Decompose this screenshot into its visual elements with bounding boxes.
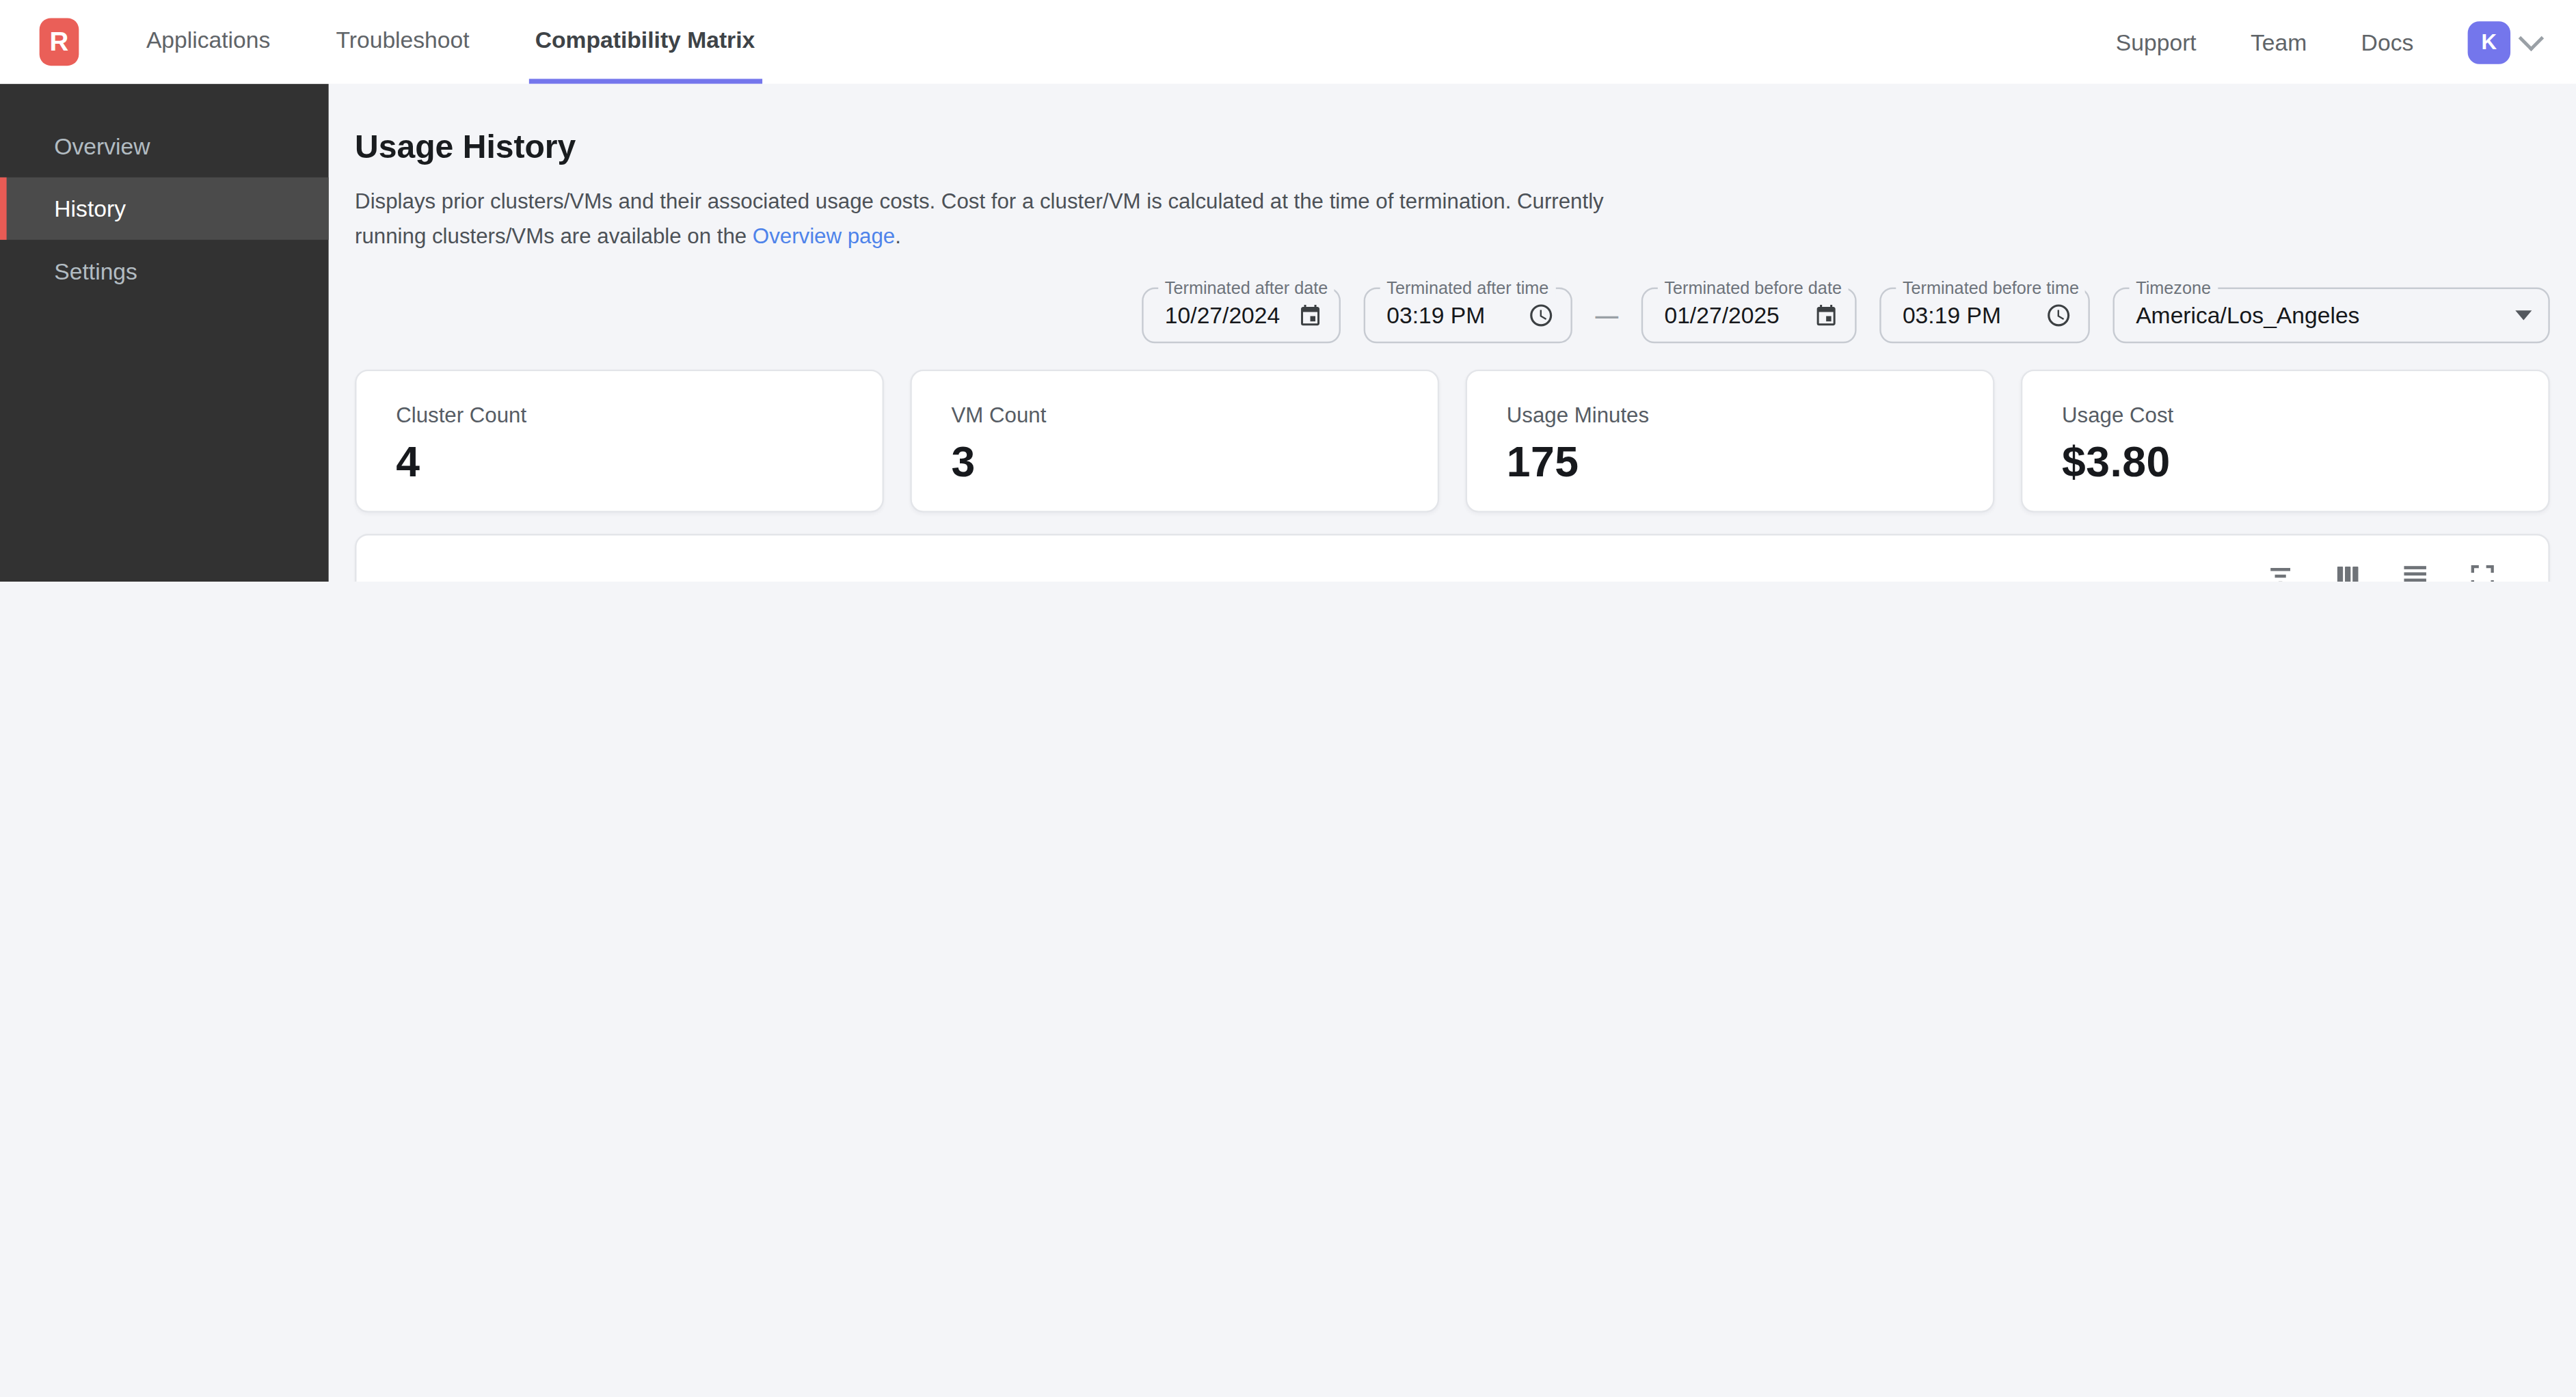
app-root: R Applications Troubleshoot Compatibilit… (0, 0, 2576, 582)
stat-card-vm-count: VM Count 3 (910, 370, 1439, 513)
field-label: Timezone (2130, 277, 2218, 297)
stat-label: Usage Cost (2062, 403, 2509, 427)
page-description: Displays prior clusters/VMs and their as… (355, 184, 1643, 253)
field-value: 03:19 PM (1386, 302, 1485, 328)
table-toolbar (356, 535, 2548, 582)
sidebar-item-history[interactable]: History (0, 178, 329, 240)
avatar[interactable]: K (2468, 21, 2510, 63)
field-value: 03:19 PM (1903, 302, 2001, 328)
sidebar: Overview History Settings (0, 84, 329, 582)
terminated-after-date-field[interactable]: Terminated after date 10/27/2024 (1142, 288, 1341, 344)
replicated-logo[interactable]: R (40, 18, 79, 66)
field-label: Terminated before time (1896, 277, 2085, 297)
stat-label: Cluster Count (396, 403, 843, 427)
field-value: America/Los_Angeles (2136, 302, 2359, 328)
nav-tabs: Applications Troubleshoot Compatibility … (139, 0, 762, 84)
top-nav: R Applications Troubleshoot Compatibilit… (0, 0, 2576, 84)
usage-table-panel: Actions Name⇅ By⇅ Cost⇅ Distribution⇅ Ty… (355, 534, 2550, 582)
stat-card-cluster-count: Cluster Count 4 (355, 370, 884, 513)
terminated-after-time-field[interactable]: Terminated after time 03:19 PM (1364, 288, 1572, 344)
filter-row: Terminated after date 10/27/2024 Termina… (1142, 288, 2550, 344)
tab-troubleshoot[interactable]: Troubleshoot (330, 0, 476, 84)
date-range-separator: — (1596, 302, 1619, 328)
clock-icon[interactable] (1512, 302, 1554, 328)
nav-link-team[interactable]: Team (2251, 29, 2307, 55)
account-menu[interactable]: K (2468, 21, 2537, 63)
calendar-icon[interactable] (1797, 303, 1838, 327)
stat-card-usage-minutes: Usage Minutes 175 (1466, 370, 1995, 513)
columns-icon[interactable] (2331, 560, 2364, 582)
chevron-down-icon (2519, 25, 2544, 51)
stat-value: 4 (396, 437, 843, 487)
sidebar-item-overview[interactable]: Overview (0, 115, 329, 177)
field-value: 01/27/2025 (1664, 302, 1779, 328)
main-content: Usage History Displays prior clusters/VM… (329, 84, 2576, 582)
stat-cards: Cluster Count 4 VM Count 3 Usage Minutes… (355, 370, 2550, 513)
field-label: Terminated after date (1158, 277, 1334, 297)
description-text: Displays prior clusters/VMs and their as… (355, 189, 1604, 248)
stat-value: $3.80 (2062, 437, 2509, 487)
clock-icon[interactable] (2029, 302, 2071, 328)
stat-label: Usage Minutes (1507, 403, 1954, 427)
tab-compatibility-matrix[interactable]: Compatibility Matrix (528, 0, 762, 84)
filter-icon[interactable] (2264, 560, 2297, 582)
tab-applications[interactable]: Applications (139, 0, 277, 84)
nav-right: Support Team Docs K (2116, 0, 2537, 84)
sidebar-item-settings[interactable]: Settings (0, 240, 329, 302)
terminated-before-time-field[interactable]: Terminated before time 03:19 PM (1879, 288, 2090, 344)
stat-label: VM Count (951, 403, 1398, 427)
nav-link-support[interactable]: Support (2116, 29, 2197, 55)
dropdown-caret-icon[interactable] (2499, 310, 2532, 320)
active-indicator-bar (0, 178, 7, 240)
stat-value: 3 (951, 437, 1398, 487)
field-label: Terminated before date (1658, 277, 1849, 297)
overview-page-link[interactable]: Overview page (753, 223, 895, 248)
fullscreen-icon[interactable] (2466, 560, 2499, 582)
description-period: . (895, 223, 901, 248)
field-label: Terminated after time (1380, 277, 1555, 297)
calendar-icon[interactable] (1281, 303, 1322, 327)
nav-link-docs[interactable]: Docs (2361, 29, 2414, 55)
page-title: Usage History (355, 128, 576, 165)
stat-value: 175 (1507, 437, 1954, 487)
sidebar-item-label: History (54, 195, 126, 221)
timezone-select[interactable]: Timezone America/Los_Angeles (2113, 288, 2550, 344)
terminated-before-date-field[interactable]: Terminated before date 01/27/2025 (1641, 288, 1857, 344)
stat-card-usage-cost: Usage Cost $3.80 (2021, 370, 2550, 513)
field-value: 10/27/2024 (1165, 302, 1280, 328)
density-icon[interactable] (2399, 560, 2432, 582)
